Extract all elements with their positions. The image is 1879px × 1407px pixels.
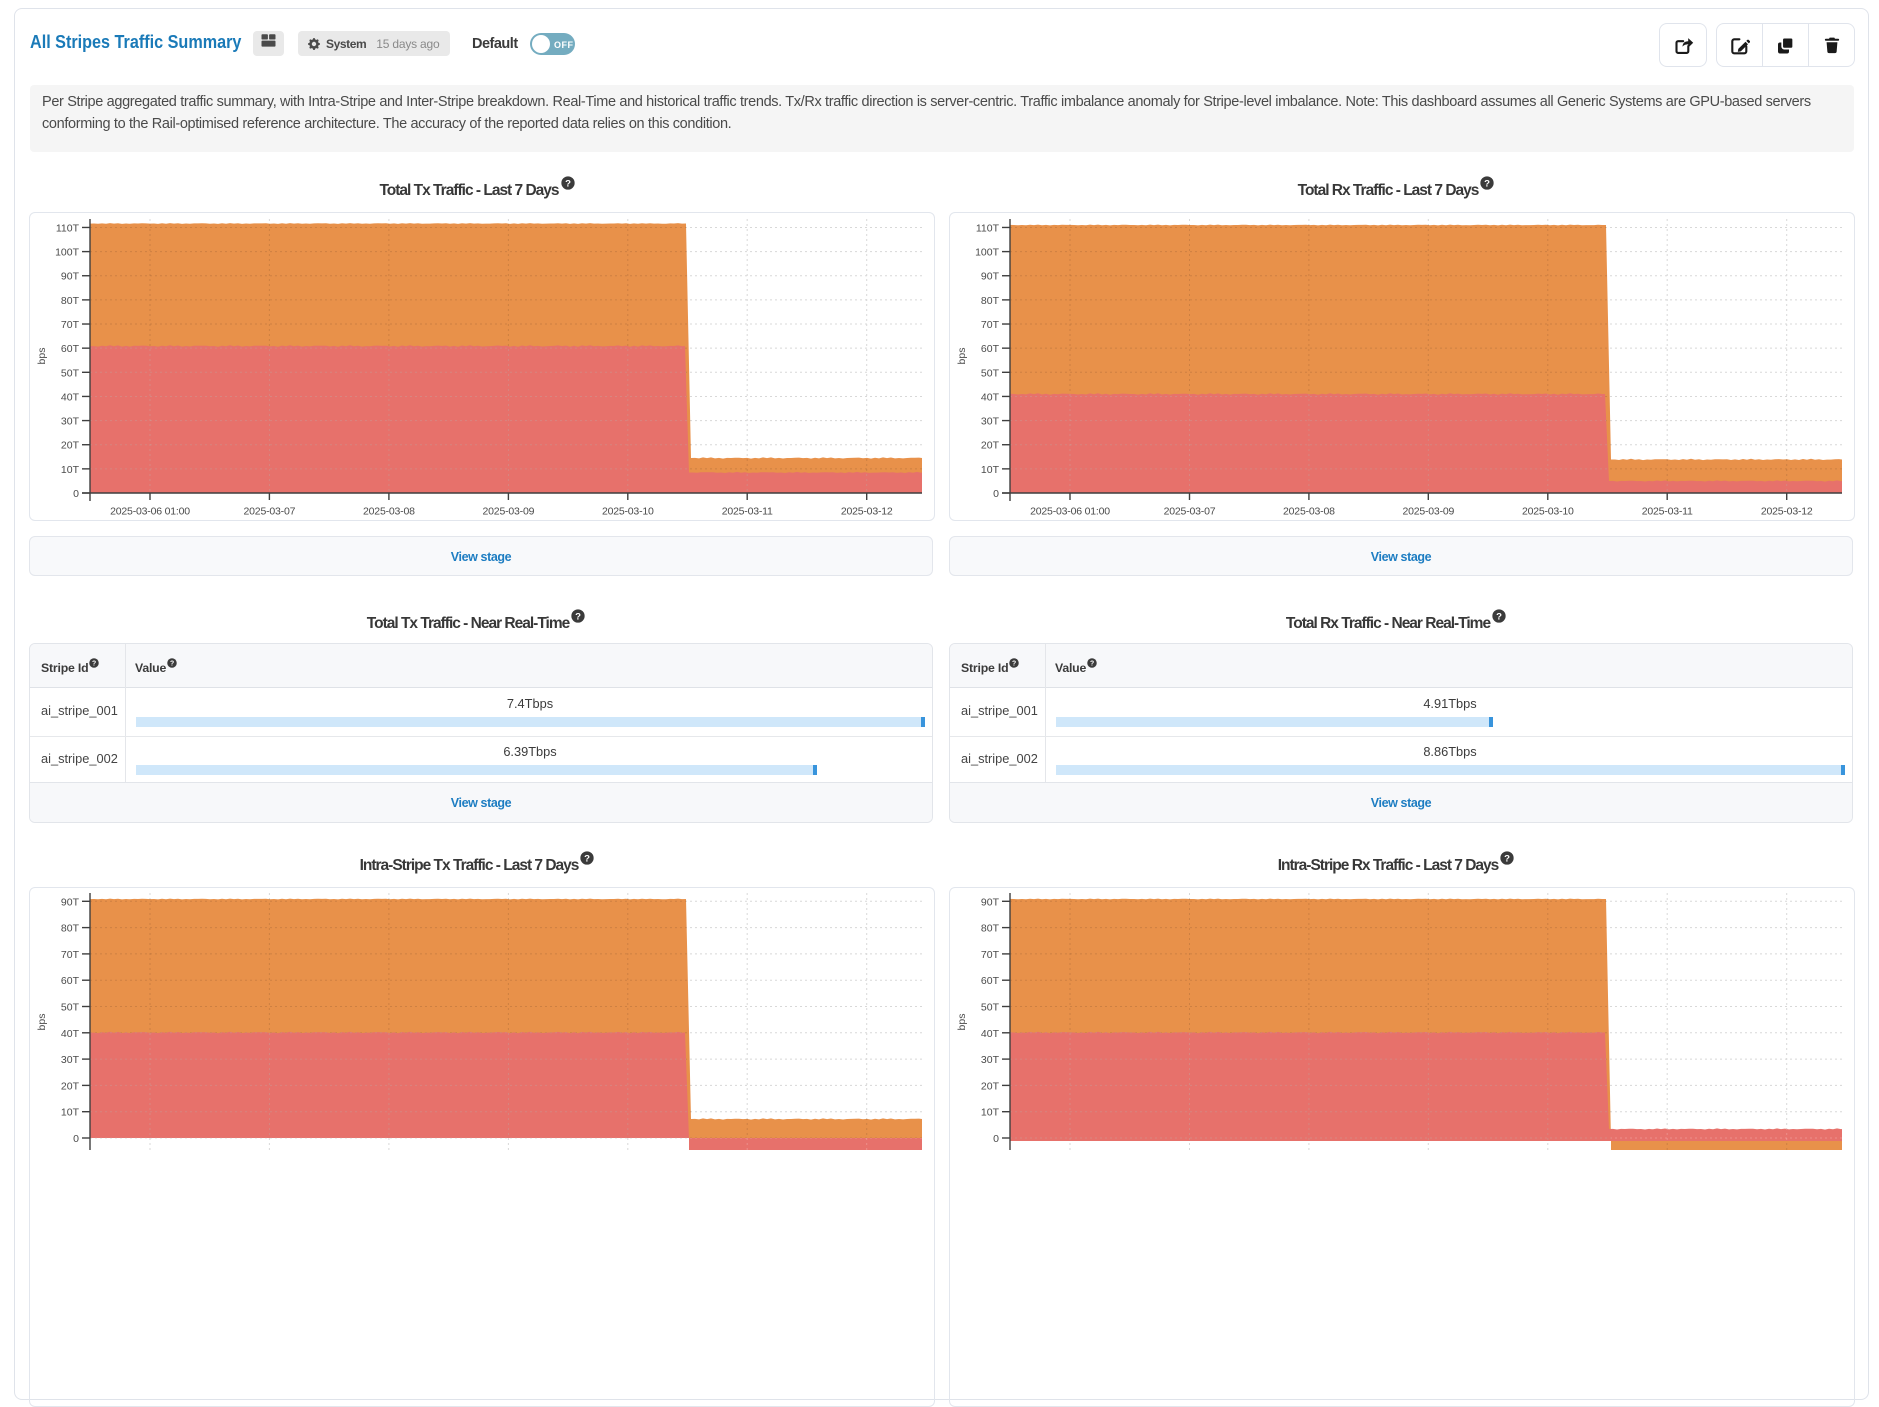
svg-text:80T: 80T — [61, 295, 80, 307]
svg-text:50T: 50T — [981, 367, 1000, 379]
svg-text:40T: 40T — [61, 1028, 80, 1040]
svg-text:20T: 20T — [981, 1080, 1000, 1092]
svg-text:bps: bps — [956, 348, 968, 365]
svg-text:20T: 20T — [981, 440, 1000, 452]
svg-text:90T: 90T — [981, 896, 1000, 908]
svg-text:10T: 10T — [981, 464, 1000, 476]
svg-text:80T: 80T — [981, 295, 1000, 307]
svg-text:?: ? — [575, 611, 581, 622]
svg-text:30T: 30T — [61, 1054, 80, 1066]
svg-text:50T: 50T — [61, 367, 80, 379]
svg-text:50T: 50T — [61, 1002, 80, 1014]
svg-text:40T: 40T — [981, 391, 1000, 403]
svg-text:bps: bps — [956, 1014, 968, 1031]
svg-text:30T: 30T — [61, 416, 80, 428]
svg-text:?: ? — [1012, 660, 1016, 667]
svg-text:10T: 10T — [981, 1107, 1000, 1119]
svg-text:?: ? — [92, 660, 96, 667]
svg-text:?: ? — [1484, 178, 1490, 189]
svg-text:0: 0 — [73, 488, 79, 500]
svg-text:2025-03-10: 2025-03-10 — [602, 506, 654, 518]
svg-text:70T: 70T — [981, 949, 1000, 961]
svg-text:2025-03-11: 2025-03-11 — [722, 506, 773, 518]
svg-text:60T: 60T — [61, 975, 80, 987]
svg-text:70T: 70T — [981, 319, 1000, 331]
svg-text:90T: 90T — [61, 896, 80, 908]
svg-text:10T: 10T — [61, 464, 80, 476]
svg-text:50T: 50T — [981, 1002, 1000, 1014]
svg-text:2025-03-09: 2025-03-09 — [1402, 506, 1454, 518]
svg-text:60T: 60T — [981, 343, 1000, 355]
svg-text:100T: 100T — [975, 247, 1000, 259]
svg-text:90T: 90T — [61, 271, 80, 283]
svg-text:80T: 80T — [981, 923, 1000, 935]
svg-text:80T: 80T — [61, 923, 80, 935]
svg-text:70T: 70T — [61, 949, 80, 961]
svg-text:2025-03-12: 2025-03-12 — [841, 506, 893, 518]
svg-text:2025-03-12: 2025-03-12 — [1761, 506, 1813, 518]
svg-text:90T: 90T — [981, 271, 1000, 283]
svg-text:2025-03-06 01:00: 2025-03-06 01:00 — [1030, 506, 1110, 518]
svg-text:10T: 10T — [61, 1107, 80, 1119]
svg-text:70T: 70T — [61, 319, 80, 331]
svg-text:2025-03-09: 2025-03-09 — [483, 506, 535, 518]
svg-text:2025-03-08: 2025-03-08 — [363, 506, 415, 518]
svg-text:2025-03-07: 2025-03-07 — [244, 506, 296, 518]
svg-text:2025-03-07: 2025-03-07 — [1164, 506, 1216, 518]
svg-text:0: 0 — [73, 1133, 79, 1145]
svg-text:?: ? — [1504, 853, 1510, 864]
svg-text:2025-03-08: 2025-03-08 — [1283, 506, 1335, 518]
svg-text:?: ? — [1090, 660, 1094, 667]
svg-text:30T: 30T — [981, 416, 1000, 428]
svg-text:0: 0 — [993, 1133, 999, 1145]
svg-text:bps: bps — [36, 1014, 48, 1031]
svg-text:110T: 110T — [976, 223, 1000, 235]
svg-text:?: ? — [1496, 611, 1502, 622]
svg-text:40T: 40T — [61, 391, 80, 403]
svg-text:?: ? — [584, 853, 590, 864]
svg-text:0: 0 — [993, 488, 999, 500]
svg-text:60T: 60T — [981, 975, 1000, 987]
svg-text:40T: 40T — [981, 1028, 1000, 1040]
svg-text:bps: bps — [36, 348, 48, 365]
svg-text:100T: 100T — [55, 247, 80, 259]
svg-text:20T: 20T — [61, 1080, 80, 1092]
svg-text:2025-03-10: 2025-03-10 — [1522, 506, 1574, 518]
svg-text:2025-03-06 01:00: 2025-03-06 01:00 — [110, 506, 190, 518]
svg-text:2025-03-11: 2025-03-11 — [1642, 506, 1693, 518]
svg-text:20T: 20T — [61, 440, 80, 452]
svg-text:110T: 110T — [56, 223, 80, 235]
svg-text:30T: 30T — [981, 1054, 1000, 1066]
svg-text:60T: 60T — [61, 343, 80, 355]
svg-text:?: ? — [565, 178, 571, 189]
svg-text:?: ? — [170, 660, 174, 667]
